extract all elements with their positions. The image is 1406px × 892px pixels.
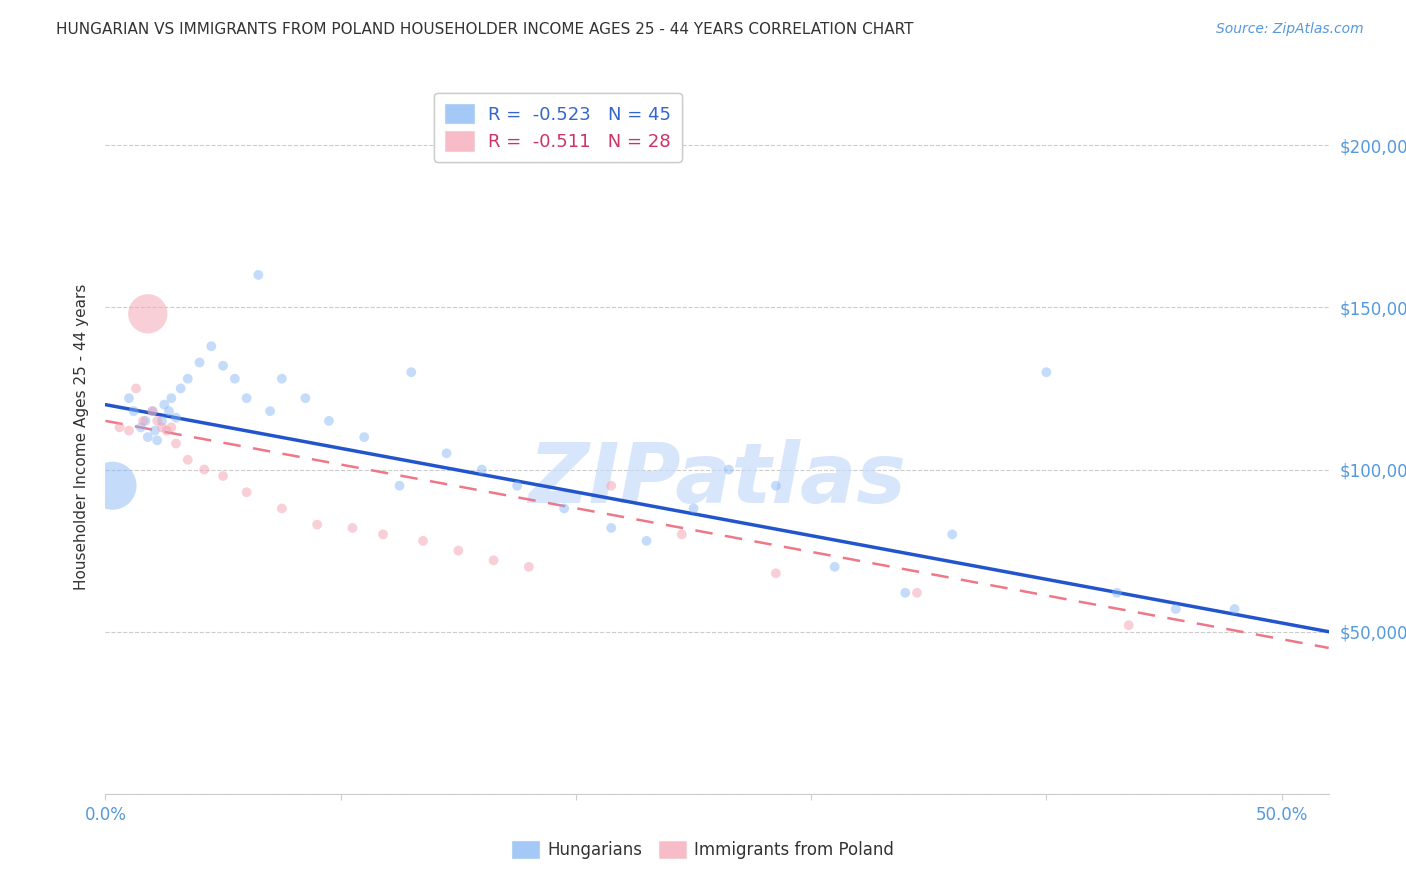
Point (153, 398, 176, 412)
Point (129, 420, 152, 434)
Point (134, 414, 156, 428)
Point (165, 410, 187, 425)
Text: Source: ZipAtlas.com: Source: ZipAtlas.com (1216, 22, 1364, 37)
Point (247, 268, 270, 282)
Point (235, 485, 257, 500)
Point (200, 339, 222, 353)
Point (517, 559, 540, 574)
Point (447, 543, 470, 558)
Point (1223, 602, 1246, 616)
Point (160, 391, 183, 405)
Point (307, 517, 329, 532)
Point (146, 434, 169, 448)
Point (150, 414, 173, 428)
Point (101, 479, 124, 493)
Point (177, 372, 200, 386)
Point (212, 469, 235, 483)
Point (136, 307, 159, 321)
Point (143, 424, 166, 438)
Point (141, 404, 163, 418)
Point (671, 527, 693, 541)
Point (388, 479, 411, 493)
Point (318, 414, 340, 428)
Point (894, 586, 917, 600)
Point (157, 404, 180, 418)
Point (506, 479, 529, 493)
Point (212, 359, 235, 373)
Point (259, 404, 281, 418)
Legend: Hungarians, Immigrants from Poland: Hungarians, Immigrants from Poland (506, 834, 900, 866)
Point (824, 559, 846, 574)
Point (353, 430, 375, 444)
Point (118, 424, 141, 438)
Point (150, 420, 173, 434)
Point (270, 501, 292, 516)
Point (600, 479, 623, 493)
Point (294, 391, 316, 405)
Point (122, 404, 145, 418)
Point (436, 446, 458, 460)
Point (108, 420, 131, 434)
Point (224, 372, 246, 386)
Point (636, 533, 658, 548)
Text: ZIPatlas: ZIPatlas (529, 440, 905, 520)
Point (170, 381, 193, 395)
Point (132, 414, 155, 428)
Text: HUNGARIAN VS IMMIGRANTS FROM POLAND HOUSEHOLDER INCOME AGES 25 - 44 YEARS CORREL: HUNGARIAN VS IMMIGRANTS FROM POLAND HOUS… (56, 22, 914, 37)
Point (141, 404, 163, 418)
Point (905, 586, 928, 600)
Point (235, 391, 257, 405)
Legend: R =  -0.523   N = 45, R =  -0.511   N = 28: R = -0.523 N = 45, R = -0.511 N = 28 (434, 93, 682, 161)
Point (136, 430, 159, 444)
Point (270, 372, 292, 386)
Point (600, 521, 623, 535)
Point (193, 462, 215, 476)
Y-axis label: Householder Income Ages 25 - 44 years: Householder Income Ages 25 - 44 years (75, 284, 90, 591)
Point (177, 452, 200, 467)
Point (1035, 365, 1057, 379)
Point (188, 355, 211, 369)
Point (717, 462, 740, 476)
Point (682, 501, 704, 516)
Point (1164, 602, 1187, 616)
Point (471, 462, 494, 476)
Point (146, 414, 169, 428)
Point (155, 424, 177, 438)
Point (118, 391, 141, 405)
Point (765, 566, 787, 581)
Point (125, 381, 148, 395)
Point (371, 527, 394, 541)
Point (412, 533, 434, 548)
Point (1105, 586, 1128, 600)
Point (165, 436, 187, 450)
Point (342, 521, 364, 535)
Point (1118, 618, 1140, 632)
Point (160, 420, 183, 434)
Point (765, 479, 787, 493)
Point (482, 553, 505, 567)
Point (941, 527, 963, 541)
Point (553, 501, 575, 516)
Point (401, 365, 423, 379)
